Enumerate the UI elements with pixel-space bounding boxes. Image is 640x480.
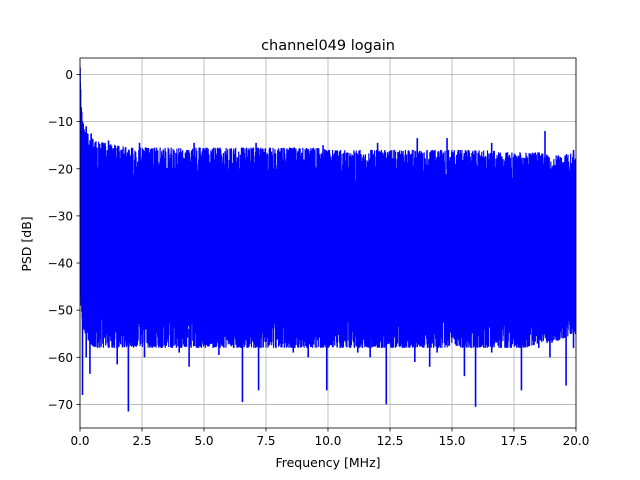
psd-trace bbox=[80, 69, 576, 348]
x-tick-label: 7.5 bbox=[256, 434, 275, 448]
x-axis-label: Frequency [MHz] bbox=[275, 455, 380, 470]
y-tick-label: −20 bbox=[48, 162, 73, 176]
chart-title: channel049 logain bbox=[261, 38, 395, 54]
y-tick-label: −30 bbox=[48, 209, 73, 223]
x-tick-label: 17.5 bbox=[501, 434, 528, 448]
y-tick-label: 0 bbox=[65, 68, 73, 82]
x-tick-label: 0.0 bbox=[70, 434, 89, 448]
y-tick-label: −60 bbox=[48, 351, 73, 365]
x-tick-label: 2.5 bbox=[132, 434, 151, 448]
y-tick-label: −50 bbox=[48, 304, 73, 318]
x-tick-label: 20.0 bbox=[563, 434, 590, 448]
axes: 0.0 2.5 5.0 7.5 10.0 12.5 15.0 17.5 20.0 0 −10 −20 −… bbox=[48, 57, 590, 448]
plot-area bbox=[80, 67, 576, 412]
y-tick-label: −70 bbox=[48, 398, 73, 412]
x-tick-label: 5.0 bbox=[194, 434, 213, 448]
x-tick-label: 12.5 bbox=[377, 434, 404, 448]
y-tick-label: −40 bbox=[48, 257, 73, 271]
psd-series bbox=[80, 67, 576, 412]
y-axis-label: PSD [dB] bbox=[19, 216, 34, 271]
x-tick-label: 15.0 bbox=[439, 434, 466, 448]
x-tick-label: 10.0 bbox=[315, 434, 342, 448]
y-tick-label: −10 bbox=[48, 115, 73, 129]
